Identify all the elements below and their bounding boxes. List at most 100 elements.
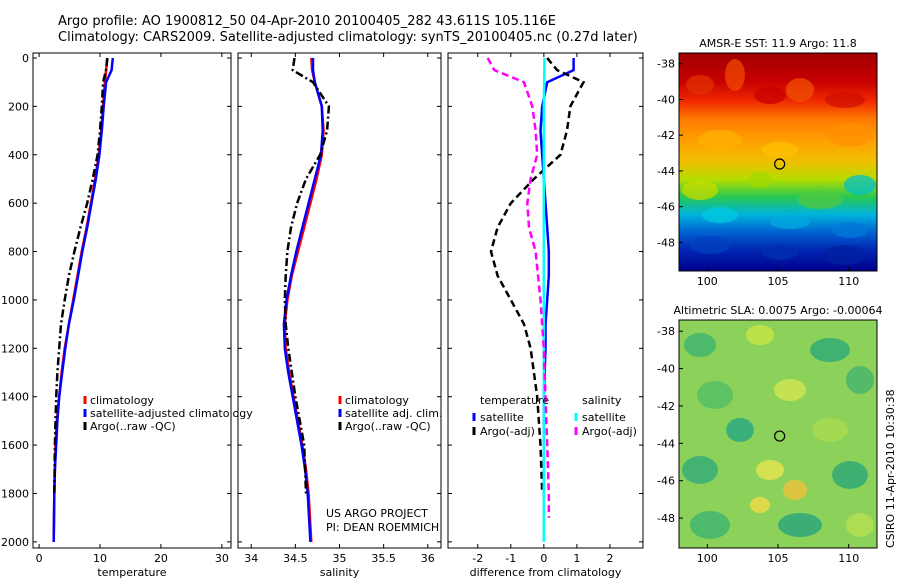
sla-patch xyxy=(697,381,733,409)
y-tick-label: 1800 xyxy=(1,487,29,500)
map-raster xyxy=(679,53,877,271)
map-title: AMSR-E SST: 11.9 Argo: 11.8 xyxy=(699,37,857,50)
x-tick-label: 2 xyxy=(606,552,613,565)
sst-patch xyxy=(748,172,772,188)
x-tick-label: 0 xyxy=(36,552,43,565)
profile-title: Argo profile: AO 1900812_50 04-Apr-2010 … xyxy=(58,14,556,29)
x-tick-label: 100 xyxy=(697,552,718,565)
sla-patch xyxy=(774,379,806,401)
sst-patch xyxy=(770,215,810,229)
y-tick-label: -46 xyxy=(657,475,675,488)
sla-patch xyxy=(684,333,716,357)
sla-patch xyxy=(846,513,874,537)
sla-map-panel: Altimetric SLA: 0.0075 Argo: -0.00064 100… xyxy=(657,304,882,565)
sst-patch xyxy=(762,244,798,260)
legend-entry: satellite-adjusted climatology xyxy=(90,407,253,420)
y-tick-label: -38 xyxy=(657,58,675,71)
series-line-argo-raw-qc- xyxy=(283,57,331,494)
x-tick-label: 105 xyxy=(768,275,789,288)
y-tick-label: -42 xyxy=(657,400,675,413)
y-tick-label: 1600 xyxy=(1,439,29,452)
sst-patch xyxy=(844,175,876,195)
x-tick-label: 110 xyxy=(838,552,859,565)
x-tick-label: 20 xyxy=(154,552,168,565)
sst-patch xyxy=(698,130,742,150)
legend-entry: Argo(..raw -QC) xyxy=(345,420,431,433)
sst-patch xyxy=(832,222,868,238)
sst-patch xyxy=(762,142,798,158)
salinity-panel: 34 34.5 35 35.5 36 salinity climatologysatelli… xyxy=(237,52,442,579)
legend-entry: satellite adj. clim. xyxy=(345,407,442,420)
map-title: Altimetric SLA: 0.0075 Argo: -0.00064 xyxy=(674,304,883,317)
sst-patch xyxy=(825,92,865,108)
map-raster xyxy=(679,320,877,548)
x-tick-label: 35.5 xyxy=(371,552,396,565)
argo-location-marker xyxy=(774,430,786,442)
sst-patch xyxy=(798,191,842,209)
x-tick-label: 35 xyxy=(333,552,347,565)
y-tick-label: 1200 xyxy=(1,342,29,355)
legend-entry: Argo(..raw -QC) xyxy=(90,420,176,433)
sla-patch xyxy=(812,418,848,442)
project-credit: US ARGO PROJECT xyxy=(326,507,428,520)
legend-entry: climatology xyxy=(90,394,154,407)
sla-patch xyxy=(690,511,730,539)
y-tick-label: 800 xyxy=(8,246,29,259)
x-tick-label: 1 xyxy=(573,552,580,565)
y-tick-label: 0 xyxy=(22,52,29,65)
x-tick-label: -2 xyxy=(472,552,483,565)
pi-credit: PI: DEAN ROEMMICH xyxy=(326,521,439,534)
series-line-argo-adj- xyxy=(486,57,551,518)
sla-patch xyxy=(778,513,822,537)
plot-frame xyxy=(237,52,442,549)
x-tick-label: 34.5 xyxy=(283,552,308,565)
plot-frame xyxy=(447,52,644,549)
x-tick-label: 10 xyxy=(93,552,107,565)
y-tick-label: 1400 xyxy=(1,391,29,404)
y-tick-label: 400 xyxy=(8,149,29,162)
y-tick-label: 1000 xyxy=(1,294,29,307)
x-tick-label: 0 xyxy=(540,552,547,565)
y-tick-label: -40 xyxy=(657,363,675,376)
legend-entry: satellite xyxy=(582,411,626,424)
sla-patch xyxy=(846,366,874,394)
sst-patch xyxy=(682,180,718,200)
y-tick-label: 200 xyxy=(8,100,29,113)
series-line-satellite-adjusted-climatology xyxy=(52,57,115,542)
sla-patch xyxy=(810,338,850,362)
sla-patch xyxy=(682,456,718,484)
sla-patch xyxy=(726,418,754,442)
sst-map-panel: AMSR-E SST: 11.9 Argo: 11.8 100 105 110 -38 -… xyxy=(657,37,878,288)
climatology-subtitle: Climatology: CARS2009. Satellite-adjuste… xyxy=(58,30,638,45)
y-tick-label: 2000 xyxy=(1,536,29,549)
x-tick-label: 110 xyxy=(838,275,859,288)
timestamp-stamp: CSIRO 11-Apr-2010 10:30:38 xyxy=(884,389,897,548)
x-tick-label: 34 xyxy=(244,552,258,565)
y-tick-label: -48 xyxy=(657,512,675,525)
sst-patch xyxy=(754,86,786,104)
x-axis-label: difference from climatology xyxy=(470,566,622,579)
sla-patch xyxy=(756,460,784,480)
sst-patch xyxy=(828,123,872,147)
sla-patch xyxy=(832,461,868,489)
x-axis-label: temperature xyxy=(97,566,166,579)
sst-patch xyxy=(725,59,745,91)
legend-entry: Argo(-adj) xyxy=(582,425,637,438)
sla-patch xyxy=(783,480,807,500)
sla-patch xyxy=(750,497,770,513)
y-tick-label: -40 xyxy=(657,93,675,106)
y-tick-label: -44 xyxy=(657,437,675,450)
sst-patch xyxy=(686,75,714,95)
sst-patch xyxy=(823,245,867,265)
legend-entry: climatology xyxy=(345,394,409,407)
legend-group-title: salinity xyxy=(582,394,622,407)
sst-patch xyxy=(690,236,730,254)
x-axis-label: salinity xyxy=(320,566,360,579)
temperature-panel: 0 10 20 30 temperature 0 200 400 600 800 1000 1200 1… xyxy=(1,52,253,579)
x-tick-label: 30 xyxy=(215,552,229,565)
series-line-climatology xyxy=(52,57,109,542)
y-tick-label: 600 xyxy=(8,197,29,210)
y-tick-label: -44 xyxy=(657,165,675,178)
series-line-satellite xyxy=(542,57,546,542)
